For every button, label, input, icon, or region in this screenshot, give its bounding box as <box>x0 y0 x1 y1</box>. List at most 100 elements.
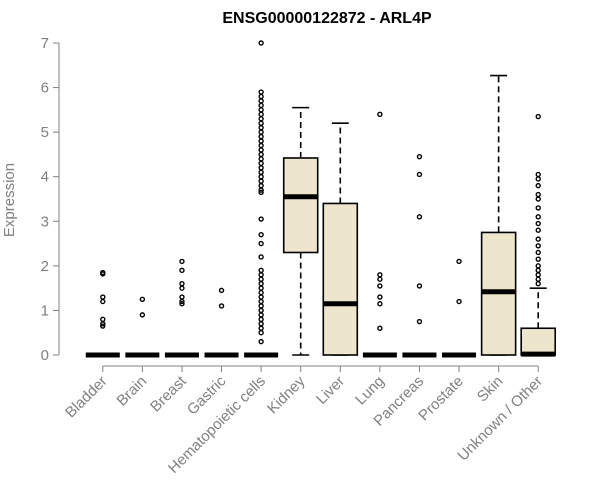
outlier-point <box>258 93 264 100</box>
outlier-point <box>377 294 383 300</box>
x-tick-label: Skin <box>474 373 507 406</box>
outlier-point <box>416 153 423 160</box>
outlier-point <box>535 267 541 274</box>
outlier-point <box>535 113 541 120</box>
outlier-point <box>258 89 264 95</box>
outlier-point <box>535 227 541 233</box>
outlier-point <box>258 147 264 153</box>
outlier-point <box>377 301 383 307</box>
box-bladder <box>85 269 120 358</box>
box-skin <box>480 74 517 356</box>
outlier-point <box>258 216 264 222</box>
outlier-point <box>535 196 541 202</box>
outlier-point <box>416 318 423 325</box>
outlier-point <box>258 102 264 109</box>
outlier-point <box>258 338 264 345</box>
outlier-point <box>258 303 264 309</box>
box-liver <box>322 122 359 356</box>
outlier-point <box>218 287 225 294</box>
outlier-point <box>100 271 106 277</box>
box-lung <box>362 111 397 358</box>
box-gastric <box>204 287 239 358</box>
outlier-point <box>179 280 185 287</box>
y-tick-label: 2 <box>41 258 49 275</box>
outlier-point <box>179 258 185 265</box>
y-tick-label: 7 <box>41 35 49 52</box>
outlier-point <box>535 263 541 269</box>
outlier-point <box>456 258 462 265</box>
outlier-point <box>100 321 106 327</box>
outlier-point <box>535 205 541 211</box>
outlier-point <box>535 171 541 178</box>
outlier-point <box>100 294 106 300</box>
y-tick-label: 3 <box>41 213 49 230</box>
outlier-point <box>258 40 264 46</box>
outlier-point <box>258 280 264 287</box>
outlier-point <box>377 325 383 331</box>
outlier-point <box>258 174 264 180</box>
x-tick-label: Liver <box>313 373 348 408</box>
outlier-point <box>377 283 383 289</box>
outlier-point <box>258 316 264 323</box>
outlier-point <box>258 276 264 282</box>
x-tick-label: Kidney <box>264 372 309 417</box>
outlier-point <box>258 321 264 327</box>
outlier-point <box>535 276 541 282</box>
outlier-point <box>258 120 264 126</box>
outlier-point <box>535 220 541 227</box>
outlier-point <box>179 301 185 307</box>
outlier-point <box>258 189 264 196</box>
outlier-point <box>139 312 146 318</box>
outlier-point <box>258 267 264 274</box>
outlier-point <box>535 214 541 220</box>
outlier-point <box>377 111 383 118</box>
outlier-point <box>258 107 264 113</box>
box-rect <box>520 327 557 356</box>
outlier-point <box>258 129 264 135</box>
outlier-point <box>258 160 264 167</box>
outlier-point <box>258 294 264 300</box>
x-tick-label: Prostate <box>415 373 467 425</box>
x-tick-label: Bladder <box>62 373 111 422</box>
chart-title: ENSG00000122872 - ARL4P <box>222 10 432 27</box>
y-tick-label: 1 <box>41 302 49 319</box>
outlier-point <box>258 151 264 158</box>
outlier-point <box>218 303 225 309</box>
box-brain <box>125 296 160 358</box>
outlier-point <box>258 289 264 296</box>
box-breast <box>164 258 199 358</box>
outlier-point <box>258 169 264 175</box>
outlier-point <box>258 307 264 314</box>
outlier-point <box>179 294 185 300</box>
outlier-point <box>179 298 185 305</box>
outlier-point <box>139 296 146 302</box>
outlier-point <box>258 98 264 104</box>
outlier-point <box>258 142 264 149</box>
box-series <box>85 40 557 358</box>
y-axis-label: Expression <box>1 163 18 237</box>
outlier-point <box>100 298 106 305</box>
outlier-point <box>258 254 264 260</box>
outlier-point <box>258 124 264 131</box>
box-prostate <box>442 258 477 358</box>
outlier-point <box>258 138 264 144</box>
outlier-point <box>535 280 541 287</box>
outlier-point <box>258 133 264 140</box>
box-pancreas <box>402 153 437 358</box>
y-tick-label: 6 <box>41 80 49 97</box>
outlier-point <box>100 323 106 329</box>
outlier-point <box>258 182 264 189</box>
outlier-point <box>258 285 264 291</box>
box-rect <box>322 202 359 356</box>
box-kidney <box>282 106 319 356</box>
outlier-point <box>258 156 264 162</box>
outlier-point <box>179 267 185 274</box>
outlier-point <box>416 283 423 289</box>
box-hematopoietic-cells <box>244 40 279 358</box>
outlier-point <box>535 176 541 182</box>
box-rect <box>282 157 319 254</box>
outlier-point <box>377 276 383 282</box>
outlier-point <box>535 256 541 262</box>
